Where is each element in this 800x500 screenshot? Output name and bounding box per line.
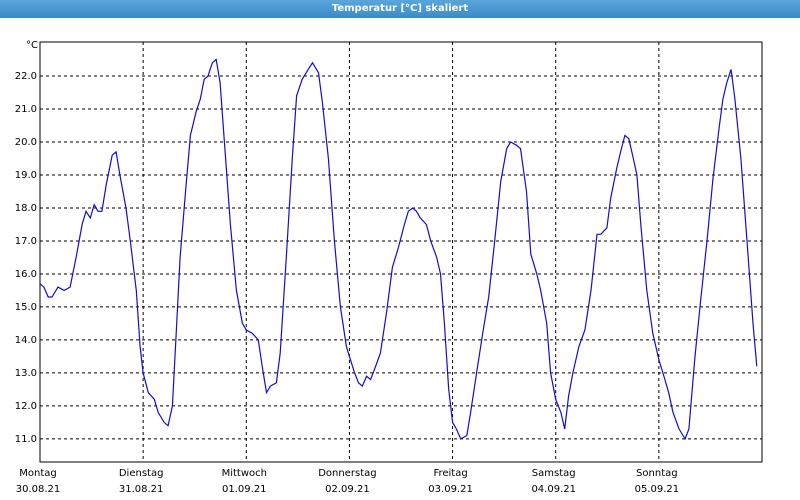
y-tick-label: 14.0 <box>15 335 37 346</box>
y-tick-label: 11.0 <box>15 434 37 445</box>
x-tick-date: 04.09.21 <box>531 484 576 495</box>
temperature-line <box>39 58 758 441</box>
y-tick-label: 16.0 <box>15 269 37 280</box>
x-tick-date: 01.09.21 <box>222 484 267 495</box>
x-tick-label: Samstag <box>532 468 576 479</box>
title-bar: Temperatur [°C] skaliert <box>0 0 800 18</box>
y-axis-label: °C <box>26 40 38 51</box>
y-tick-label: 22.0 <box>15 71 37 82</box>
x-tick-label: Freitag <box>433 468 467 479</box>
chart: °C 11.0 12.0 13.0 14.0 15.0 16.0 17.0 18.0 19.0 2… <box>15 40 763 495</box>
x-tick-label: Mittwoch <box>222 468 267 479</box>
x-tick-date: 30.08.21 <box>16 484 61 495</box>
x-tick-label: Montag <box>19 468 56 479</box>
y-tick-label: 17.0 <box>15 236 37 247</box>
x-tick-label: Sonntag <box>636 468 678 479</box>
plot-frame <box>39 41 763 463</box>
x-tick-date: 31.08.21 <box>119 484 164 495</box>
y-tick-label: 12.0 <box>15 401 37 412</box>
y-tick-label: 13.0 <box>15 368 37 379</box>
x-tick-label: Donnerstag <box>318 468 376 479</box>
x-tick-date: 05.09.21 <box>635 484 680 495</box>
y-tick-label: 19.0 <box>15 170 37 181</box>
y-tick-label: 20.0 <box>15 137 37 148</box>
x-tick-date: 02.09.21 <box>325 484 370 495</box>
x-tick-date: 03.09.21 <box>428 484 473 495</box>
y-tick-label: 21.0 <box>15 104 37 115</box>
y-tick-label: 18.0 <box>15 203 37 214</box>
y-tick-label: 15.0 <box>15 302 37 313</box>
x-tick-label: Dienstag <box>119 468 164 479</box>
